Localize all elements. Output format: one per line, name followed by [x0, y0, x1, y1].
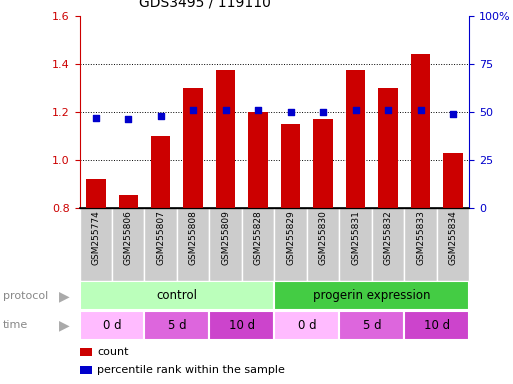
Text: GSM255774: GSM255774: [91, 210, 100, 265]
Bar: [86, 179, 106, 208]
Text: GSM255828: GSM255828: [254, 210, 263, 265]
Bar: [443, 152, 463, 208]
Text: count: count: [97, 347, 129, 357]
Bar: [112, 208, 145, 281]
Bar: [80, 348, 92, 356]
Bar: [242, 208, 274, 281]
Point: [449, 111, 457, 117]
Point: [222, 107, 230, 113]
Text: protocol: protocol: [3, 291, 48, 301]
Bar: [274, 281, 469, 310]
Bar: [274, 208, 307, 281]
Bar: [80, 281, 274, 310]
Text: progerin expression: progerin expression: [313, 290, 431, 302]
Text: GSM255807: GSM255807: [156, 210, 165, 265]
Bar: [313, 119, 333, 208]
Text: GSM255809: GSM255809: [221, 210, 230, 265]
Text: GSM255806: GSM255806: [124, 210, 133, 265]
Point: [254, 107, 262, 113]
Text: 10 d: 10 d: [229, 319, 255, 332]
Bar: [119, 195, 138, 208]
Bar: [151, 136, 170, 208]
Point: [319, 109, 327, 115]
Bar: [340, 208, 372, 281]
Bar: [281, 124, 301, 208]
Text: ▶: ▶: [59, 318, 70, 333]
Point: [189, 107, 198, 113]
Point: [384, 107, 392, 113]
Point: [124, 116, 132, 122]
Bar: [411, 54, 430, 208]
Bar: [372, 208, 404, 281]
Bar: [80, 208, 112, 281]
Text: GSM255834: GSM255834: [449, 210, 458, 265]
Text: 0 d: 0 d: [103, 319, 121, 332]
Text: GDS3495 / 119110: GDS3495 / 119110: [139, 0, 270, 10]
Point: [417, 107, 425, 113]
Text: GSM255830: GSM255830: [319, 210, 328, 265]
Bar: [340, 311, 404, 340]
Text: 0 d: 0 d: [298, 319, 316, 332]
Bar: [145, 311, 209, 340]
Bar: [379, 88, 398, 208]
Point: [156, 113, 165, 119]
Bar: [145, 208, 177, 281]
Bar: [404, 311, 469, 340]
Bar: [216, 70, 235, 208]
Text: GSM255832: GSM255832: [384, 210, 392, 265]
Bar: [346, 70, 365, 208]
Text: 5 d: 5 d: [168, 319, 186, 332]
Bar: [404, 208, 437, 281]
Point: [287, 109, 295, 115]
Text: 10 d: 10 d: [424, 319, 450, 332]
Point: [92, 114, 100, 121]
Text: GSM255831: GSM255831: [351, 210, 360, 265]
Text: GSM255829: GSM255829: [286, 210, 295, 265]
Text: control: control: [156, 290, 198, 302]
Bar: [209, 311, 274, 340]
Text: time: time: [3, 320, 28, 331]
Bar: [184, 88, 203, 208]
Bar: [274, 311, 340, 340]
Point: [351, 107, 360, 113]
Text: GSM255808: GSM255808: [189, 210, 198, 265]
Bar: [307, 208, 340, 281]
Text: ▶: ▶: [59, 289, 70, 303]
Bar: [80, 311, 145, 340]
Bar: [437, 208, 469, 281]
Bar: [248, 112, 268, 208]
Text: GSM255833: GSM255833: [416, 210, 425, 265]
Text: 5 d: 5 d: [363, 319, 381, 332]
Text: percentile rank within the sample: percentile rank within the sample: [97, 365, 285, 375]
Bar: [80, 366, 92, 374]
Bar: [209, 208, 242, 281]
Bar: [177, 208, 209, 281]
